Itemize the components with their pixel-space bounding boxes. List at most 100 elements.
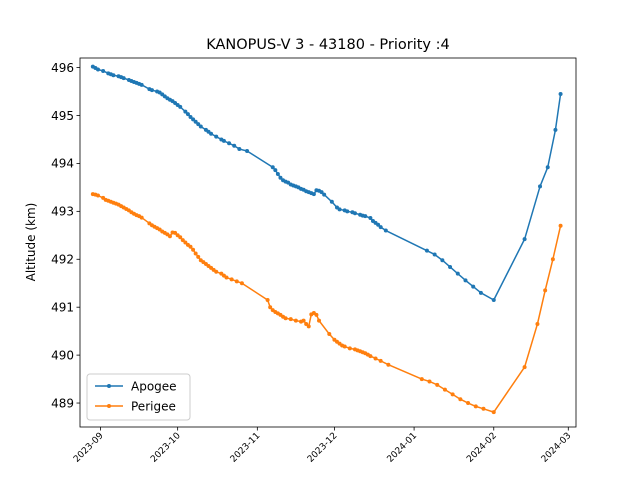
apogee-point <box>185 112 190 117</box>
perigee-point <box>473 404 478 409</box>
apogee-point <box>111 73 116 78</box>
y-tick-label: 496 <box>51 61 74 75</box>
perigee-point <box>317 318 322 323</box>
perigee-point <box>543 288 548 293</box>
perigee-point <box>522 365 527 370</box>
legend-perigee-label: Perigee <box>131 399 176 413</box>
apogee-point <box>178 104 183 109</box>
apogee-point <box>183 109 188 114</box>
series-perigee <box>90 192 563 415</box>
perigee-point <box>183 240 188 245</box>
perigee-point <box>481 406 486 411</box>
chart-title: KANOPUS-V 3 - 43180 - Priority :4 <box>206 37 449 53</box>
perigee-point <box>558 223 563 228</box>
perigee-point <box>196 254 201 259</box>
perigee-point <box>450 392 455 397</box>
perigee-point <box>314 312 319 317</box>
perigee-point <box>373 356 378 361</box>
apogee-point <box>188 114 193 119</box>
apogee-point <box>455 271 460 276</box>
perigee-point <box>178 235 183 240</box>
perigee-point <box>535 321 540 326</box>
perigee-point <box>139 215 144 220</box>
perigee-point <box>293 318 298 323</box>
legend-perigee-marker <box>107 404 111 408</box>
apogee-point <box>478 290 483 295</box>
y-tick-label: 492 <box>51 253 74 267</box>
apogee-point <box>196 122 201 127</box>
perigee-point <box>491 410 496 415</box>
apogee-point <box>522 237 527 242</box>
apogee-point <box>214 134 219 139</box>
perigee-point <box>427 379 432 384</box>
apogee-point <box>558 91 563 96</box>
perigee-point <box>180 238 185 243</box>
apogee-point <box>95 67 100 72</box>
apogee-point <box>337 207 342 212</box>
apogee-point <box>221 138 226 143</box>
y-tick-label: 489 <box>51 396 74 410</box>
perigee-point <box>342 344 347 349</box>
apogee-point <box>383 228 388 233</box>
apogee-point <box>275 171 280 176</box>
apogee-point <box>311 192 316 197</box>
perigee-point <box>188 244 193 249</box>
legend-apogee-marker <box>107 384 111 388</box>
perigee-point <box>283 316 288 321</box>
apogee-point <box>270 165 275 170</box>
apogee-point <box>227 141 232 146</box>
apogee-point <box>209 131 214 136</box>
apogee-point <box>363 214 368 219</box>
apogee-point <box>329 199 334 204</box>
perigee-point <box>306 324 311 329</box>
y-tick-label: 493 <box>51 205 74 219</box>
y-tick-label: 494 <box>51 157 74 171</box>
perigee-point <box>419 377 424 382</box>
apogee-point <box>424 248 429 253</box>
apogee-point <box>352 211 357 216</box>
perigee-point <box>229 277 234 282</box>
perigee-point <box>265 298 270 303</box>
perigee-point <box>167 234 172 239</box>
legend: Apogee Perigee <box>86 373 191 421</box>
perigee-point <box>173 230 178 235</box>
apogee-point <box>491 298 496 303</box>
y-tick-label: 491 <box>51 300 74 314</box>
apogee-point <box>237 147 242 152</box>
perigee-point <box>288 317 293 322</box>
perigee-point <box>224 275 229 280</box>
apogee-point <box>198 124 203 129</box>
perigee-point <box>191 247 196 252</box>
plot-frame <box>79 57 577 428</box>
apogee-point <box>368 216 373 221</box>
perigee-point <box>304 321 309 326</box>
apogee-point <box>319 190 324 195</box>
perigee-point <box>95 193 100 198</box>
apogee-point <box>345 209 350 214</box>
apogee-point <box>322 192 327 197</box>
apogee-point <box>463 278 468 283</box>
plot-area <box>90 64 563 415</box>
apogee-point <box>432 252 437 257</box>
perigee-point <box>378 358 383 363</box>
apogee-point <box>139 82 144 87</box>
apogee-point <box>245 148 250 153</box>
apogee-point <box>553 127 558 132</box>
apogee-point <box>273 168 278 173</box>
y-tick-label: 495 <box>51 109 74 123</box>
perigee-point <box>442 387 447 392</box>
apogee-point <box>191 117 196 122</box>
apogee-point <box>278 175 283 180</box>
apogee-point <box>376 222 381 227</box>
apogee-point <box>149 88 154 93</box>
apogee-point <box>448 264 453 269</box>
perigee-point <box>386 362 391 367</box>
apogee-point <box>440 258 445 263</box>
y-tick-label: 490 <box>51 348 74 362</box>
perigee-point <box>466 401 471 406</box>
apogee-point <box>193 119 198 124</box>
perigee-point <box>435 382 440 387</box>
perigee-point <box>550 257 555 262</box>
y-axis-label: Altitude (km) <box>24 203 38 282</box>
perigee-point <box>193 251 198 256</box>
